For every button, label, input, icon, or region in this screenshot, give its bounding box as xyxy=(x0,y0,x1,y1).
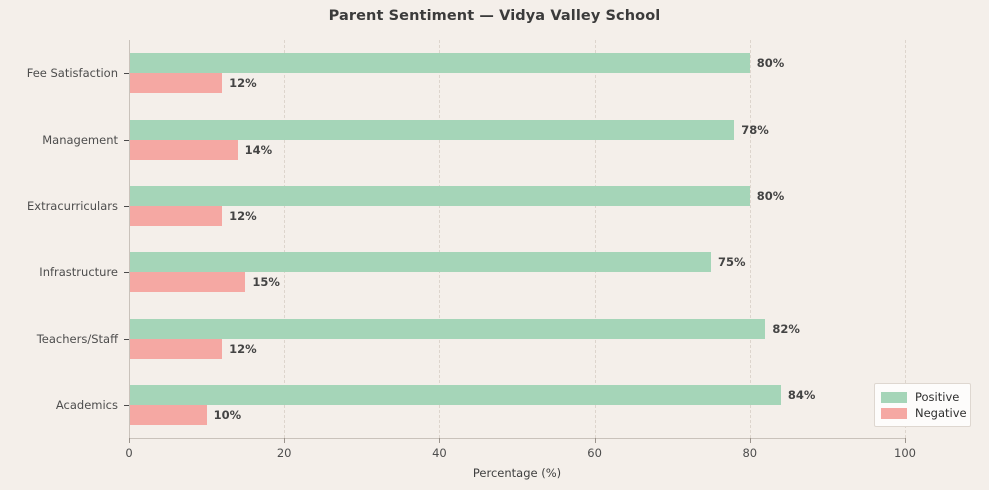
gridline-40 xyxy=(439,40,441,438)
y-tick-mark-1 xyxy=(124,139,129,141)
y-tick-label-fee-satisfaction: Fee Satisfaction xyxy=(26,66,118,81)
x-tick-label-0: 0 xyxy=(125,446,133,460)
y-tick-mark-5 xyxy=(124,404,129,406)
x-tick-mark-0 xyxy=(129,438,130,443)
y-tick-label-academics: Academics xyxy=(55,397,118,412)
y-tick-label-management: Management xyxy=(42,132,118,147)
bar-value-label-negative-extracurriculars: 12% xyxy=(229,208,257,223)
bar-value-label-positive-management: 78% xyxy=(741,122,769,137)
legend-item-negative[interactable]: Negative xyxy=(881,405,967,421)
bar-negative-management[interactable] xyxy=(129,139,238,160)
bar-value-label-positive-academics: 84% xyxy=(787,387,816,402)
y-tick-label-extracurriculars: Extracurriculars xyxy=(27,198,118,213)
y-tick-mark-4 xyxy=(124,338,129,340)
gridline-80 xyxy=(749,40,751,438)
legend-label-positive: Positive xyxy=(915,390,960,404)
bar-value-label-positive-teachers-staff: 82% xyxy=(772,321,800,336)
bar-value-label-negative-management: 14% xyxy=(244,142,273,157)
gridline-100 xyxy=(905,40,906,438)
chart-legend[interactable]: Positive Negative xyxy=(874,383,971,427)
y-tick-label-teachers-staff: Teachers/Staff xyxy=(36,331,118,346)
gridline-20 xyxy=(284,40,286,438)
x-axis-label: Percentage (%) xyxy=(472,466,562,480)
plot-background xyxy=(129,40,905,438)
bar-negative-academics[interactable] xyxy=(129,404,207,425)
bar-positive-teachers-staff[interactable] xyxy=(129,318,766,339)
bar-positive-fee-satisfaction[interactable] xyxy=(129,53,750,74)
bar-positive-extracurriculars[interactable] xyxy=(129,185,750,206)
plot-area: 80% 12% 78% 14% 80% 12% 75% 15% 82% 12% 84% 10% xyxy=(129,40,906,438)
x-tick-mark-100 xyxy=(905,438,906,443)
bar-value-label-negative-fee-satisfaction: 12% xyxy=(229,76,257,91)
gridline-60 xyxy=(594,40,596,438)
y-axis-spine xyxy=(129,40,130,438)
x-tick-label-40: 40 xyxy=(432,446,447,460)
x-axis-spine xyxy=(129,438,905,439)
bar-negative-teachers-staff[interactable] xyxy=(129,338,223,359)
x-tick-label-60: 60 xyxy=(587,446,602,460)
x-tick-label-80: 80 xyxy=(742,446,758,460)
y-tick-label-infrastructure: Infrastructure xyxy=(39,265,118,280)
bar-negative-extracurriculars[interactable] xyxy=(129,205,223,226)
x-tick-mark-20 xyxy=(284,438,286,443)
y-tick-mark-0 xyxy=(124,73,129,75)
bar-value-label-negative-teachers-staff: 12% xyxy=(229,341,257,356)
legend-swatch-negative xyxy=(881,407,907,419)
bar-value-label-negative-infrastructure: 15% xyxy=(252,275,280,290)
x-tick-label-20: 20 xyxy=(276,446,292,460)
bar-positive-academics[interactable] xyxy=(129,384,781,405)
y-tick-mark-2 xyxy=(124,205,129,207)
bar-positive-infrastructure[interactable] xyxy=(129,252,711,273)
bar-value-label-positive-fee-satisfaction: 80% xyxy=(756,56,785,71)
chart-title: Parent Sentiment — Vidya Valley School xyxy=(328,8,661,24)
x-tick-label-100: 100 xyxy=(894,446,916,460)
legend-item-positive[interactable]: Positive xyxy=(881,389,964,405)
bar-positive-management[interactable] xyxy=(129,119,735,140)
legend-label-negative: Negative xyxy=(915,406,967,420)
x-tick-mark-60 xyxy=(594,438,596,443)
bar-value-label-positive-infrastructure: 75% xyxy=(718,255,746,270)
bar-negative-infrastructure[interactable] xyxy=(129,272,246,293)
bar-value-label-negative-academics: 10% xyxy=(213,407,242,422)
x-tick-mark-40 xyxy=(439,438,441,443)
bar-negative-fee-satisfaction[interactable] xyxy=(129,73,223,94)
bar-value-label-positive-extracurriculars: 80% xyxy=(756,188,785,203)
legend-swatch-positive xyxy=(881,391,907,403)
y-tick-mark-3 xyxy=(124,272,129,274)
x-tick-mark-80 xyxy=(749,438,751,443)
